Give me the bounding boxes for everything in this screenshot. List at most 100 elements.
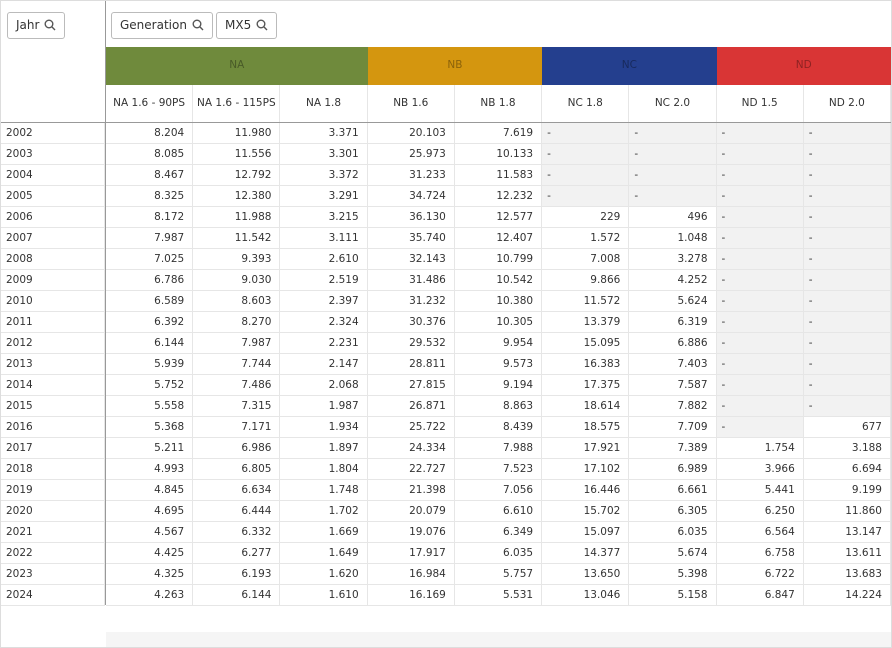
value-cell: 1.048 — [629, 228, 717, 249]
value-cell: 12.792 — [193, 165, 281, 186]
scrollbar — [106, 632, 891, 647]
value-cell: - — [716, 291, 804, 312]
year-cell: 2003 — [1, 144, 105, 165]
value-cell: 28.811 — [367, 354, 455, 375]
search-icon[interactable] — [44, 19, 56, 31]
value-cell: 6.332 — [193, 522, 281, 543]
year-cell: 2020 — [1, 501, 105, 522]
value-cell: 6.349 — [454, 522, 543, 543]
value-cell: 15.702 — [542, 501, 630, 522]
value-cell: 6.319 — [629, 312, 717, 333]
value-cell: 11.542 — [193, 228, 281, 249]
group-header: NA — [106, 47, 368, 85]
value-cell: - — [629, 123, 717, 144]
year-cell: 2009 — [1, 270, 105, 291]
value-cell: - — [716, 333, 804, 354]
value-cell: 8.439 — [454, 417, 543, 438]
value-cell: 3.278 — [629, 249, 717, 270]
value-cell: 7.056 — [454, 480, 543, 501]
year-cell: 2014 — [1, 375, 105, 396]
value-cell: - — [803, 354, 891, 375]
value-cell: 13.683 — [803, 564, 891, 585]
value-cell: 2.147 — [280, 354, 368, 375]
value-cell: 36.130 — [367, 207, 455, 228]
value-cell: 9.573 — [454, 354, 543, 375]
search-icon[interactable] — [192, 19, 204, 31]
value-cell: 496 — [629, 207, 717, 228]
value-cell: - — [716, 165, 804, 186]
value-cell: 8.172 — [106, 207, 194, 228]
value-cell: - — [803, 165, 891, 186]
value-cell: 14.377 — [542, 543, 630, 564]
year-cell: 2022 — [1, 543, 105, 564]
value-cell: 5.757 — [454, 564, 543, 585]
value-cell: 35.740 — [367, 228, 455, 249]
value-cell: 5.368 — [106, 417, 194, 438]
value-cell: 1.897 — [280, 438, 368, 459]
value-cell: 3.111 — [280, 228, 368, 249]
value-cell: 19.076 — [367, 522, 455, 543]
value-cell: 12.380 — [193, 186, 281, 207]
value-cell: 8.325 — [106, 186, 194, 207]
filter-label[interactable]: Generation — [120, 18, 187, 32]
value-cell: 7.523 — [454, 459, 543, 480]
value-cell: 21.398 — [367, 480, 455, 501]
value-cell: 1.669 — [280, 522, 368, 543]
value-cell: 7.882 — [629, 396, 717, 417]
column-header: NA 1.8 — [280, 85, 368, 122]
value-cell: 6.035 — [629, 522, 717, 543]
value-cell: 4.325 — [106, 564, 194, 585]
value-cell: 9.030 — [193, 270, 281, 291]
value-cell: 6.564 — [716, 522, 804, 543]
value-cell: 9.393 — [193, 249, 281, 270]
value-cell: 12.577 — [454, 207, 543, 228]
value-cell: 11.572 — [542, 291, 630, 312]
value-cell: 3.371 — [280, 123, 368, 144]
group-header: NC — [542, 47, 717, 85]
value-cell: 20.103 — [367, 123, 455, 144]
value-cell: 1.748 — [280, 480, 368, 501]
value-cell: - — [716, 375, 804, 396]
value-cell: 6.444 — [193, 501, 281, 522]
value-cell: 18.614 — [542, 396, 630, 417]
value-cell: 11.980 — [193, 123, 281, 144]
value-cell: 7.709 — [629, 417, 717, 438]
value-cell: 13.147 — [803, 522, 891, 543]
value-cell: - — [542, 123, 630, 144]
value-cell: 5.939 — [106, 354, 194, 375]
value-cell: 7.171 — [193, 417, 281, 438]
year-cell: 2024 — [1, 585, 105, 606]
value-cell: - — [803, 249, 891, 270]
filter-label[interactable]: Jahr — [16, 18, 40, 32]
search-icon[interactable] — [256, 19, 268, 31]
value-cell: - — [803, 186, 891, 207]
column-header: NB 1.6 — [368, 85, 455, 122]
value-cell: 6.250 — [716, 501, 804, 522]
value-cell: 1.572 — [542, 228, 630, 249]
value-cell: 15.095 — [542, 333, 630, 354]
value-cell: 7.744 — [193, 354, 281, 375]
value-cell: - — [716, 249, 804, 270]
value-cell: 6.610 — [454, 501, 543, 522]
value-cell: 3.215 — [280, 207, 368, 228]
year-cell: 2011 — [1, 312, 105, 333]
value-cell: 6.758 — [716, 543, 804, 564]
value-cell: 6.277 — [193, 543, 281, 564]
value-cell: 6.144 — [193, 585, 281, 606]
filter-button[interactable]: Jahr — [7, 12, 66, 39]
value-cell: - — [803, 291, 891, 312]
value-cell: - — [803, 333, 891, 354]
value-cell: 6.193 — [193, 564, 281, 585]
filter-label[interactable]: MX5 — [225, 18, 252, 32]
filter-button[interactable]: MX5 — [216, 12, 278, 39]
value-cell: 13.379 — [542, 312, 630, 333]
value-cell: 2.519 — [280, 270, 368, 291]
value-cell: 9.954 — [454, 333, 543, 354]
value-cell: - — [716, 354, 804, 375]
filter-button[interactable]: Generation — [111, 12, 213, 39]
value-cell: - — [803, 144, 891, 165]
value-cell: 1.702 — [280, 501, 368, 522]
value-cell: - — [803, 270, 891, 291]
year-cell: 2006 — [1, 207, 105, 228]
